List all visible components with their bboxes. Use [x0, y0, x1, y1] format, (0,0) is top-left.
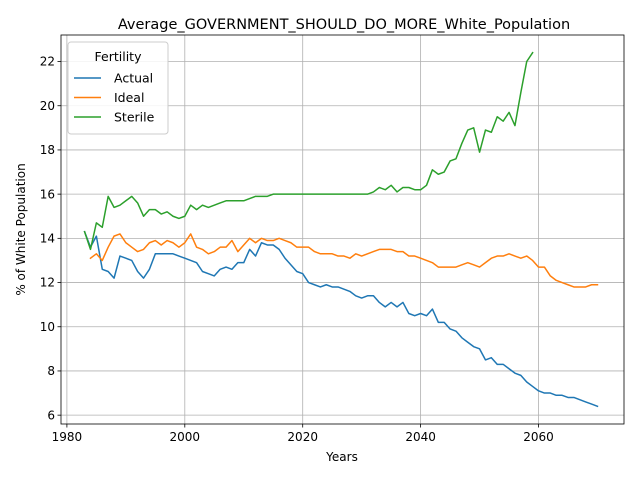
x-axis-label: Years [325, 450, 358, 464]
y-tick-label: 12 [40, 276, 55, 290]
y-tick-label: 20 [40, 99, 55, 113]
x-tick-label: 2020 [287, 430, 318, 444]
legend-label-actual: Actual [114, 71, 153, 86]
plot-area-frame [60, 34, 625, 425]
y-axis-ticks: 6 8 10 12 14 16 18 20 22 [40, 55, 61, 422]
y-tick-label: 22 [40, 55, 55, 69]
y-axis-label: % of White Population [14, 163, 28, 295]
series-lines [83, 51, 599, 408]
legend-label-sterile: Sterile [114, 110, 155, 125]
y-tick-label: 14 [40, 232, 55, 246]
legend-box [67, 41, 169, 135]
x-tick-label: 1980 [52, 430, 83, 444]
legend-title: Fertility [95, 49, 143, 64]
x-tick-label: 2060 [523, 430, 554, 444]
x-tick-label: 2000 [170, 430, 201, 444]
legend: Fertility Actual Ideal Sterile [67, 41, 169, 135]
series-line-ideal [89, 233, 599, 288]
y-tick-label: 18 [40, 143, 55, 157]
y-tick-label: 10 [40, 320, 55, 334]
legend-label-ideal: Ideal [114, 90, 144, 105]
y-tick-label: 16 [40, 187, 55, 201]
series-line-sterile [83, 51, 534, 251]
chart-title: Average_GOVERNMENT_SHOULD_DO_MORE_White_… [118, 17, 570, 33]
x-tick-label: 2040 [405, 430, 436, 444]
series-line-actual [83, 230, 599, 408]
y-tick-label: 8 [47, 364, 55, 378]
x-axis-ticks: 1980 2000 2020 2040 2060 [52, 424, 554, 444]
y-tick-label: 6 [47, 408, 55, 422]
